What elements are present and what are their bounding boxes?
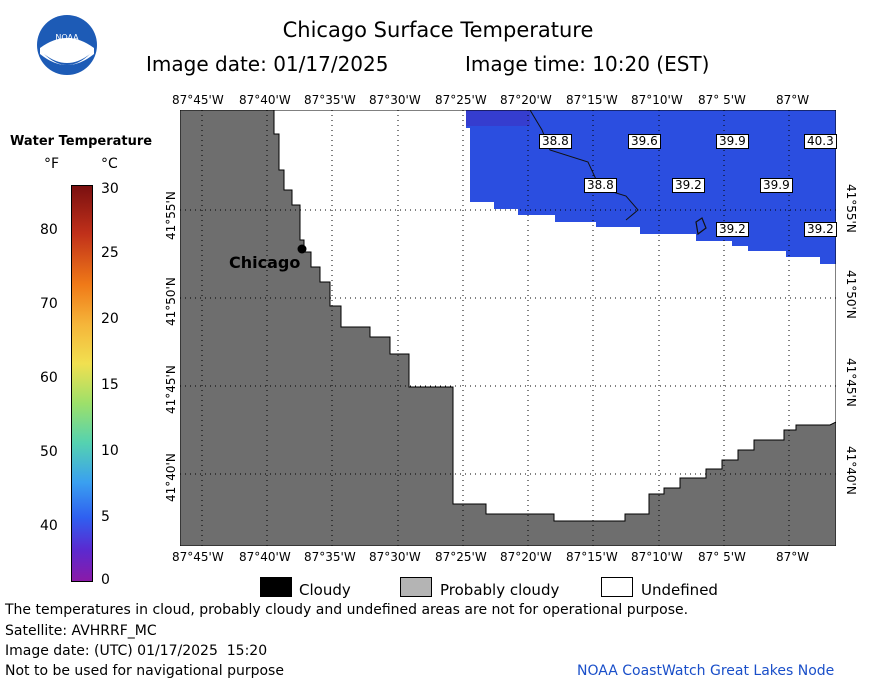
- f-tick-80: 80: [40, 222, 58, 238]
- temp-value: 39.2: [716, 222, 749, 237]
- lake-water-edge: [466, 110, 530, 126]
- city-label: Chicago: [229, 253, 301, 272]
- lon-label: 87°25'W: [435, 550, 487, 564]
- temp-value: 40.3: [804, 134, 837, 149]
- unit-fahrenheit: °F: [44, 156, 60, 172]
- probably-cloudy-swatch: [400, 577, 432, 597]
- color-scale-bar: [71, 185, 93, 582]
- lat-label: 41°40'N: [164, 453, 178, 502]
- probably-cloudy-label: Probably cloudy: [440, 581, 560, 599]
- temp-value: 39.9: [760, 178, 793, 193]
- image-date: Image date: 01/17/2025: [146, 52, 389, 76]
- lon-label: 87°15'W: [566, 93, 618, 107]
- undefined-swatch: [601, 577, 633, 597]
- satellite: Satellite: AVHRRF_MC: [5, 623, 157, 639]
- lon-label: 87°30'W: [369, 550, 421, 564]
- chicago-marker: [297, 244, 307, 254]
- unit-celsius: °C: [101, 156, 118, 172]
- cloudy-label: Cloudy: [299, 581, 351, 599]
- image-time: Image time: 10:20 (EST): [465, 52, 710, 76]
- lon-label: 87°W: [776, 550, 810, 564]
- temp-value: 39.2: [672, 178, 705, 193]
- lon-label: 87°30'W: [369, 93, 421, 107]
- lon-label: 87°20'W: [500, 550, 552, 564]
- lat-label: 41°55'N: [164, 191, 178, 240]
- map-title: Chicago Surface Temperature: [282, 18, 594, 42]
- lake-contour: [529, 110, 639, 221]
- f-tick-50: 50: [40, 444, 58, 460]
- temp-value: 38.8: [584, 178, 617, 193]
- lat-label: 41°40'N: [844, 446, 858, 495]
- c-tick-10: 10: [101, 443, 119, 459]
- lat-label: 41°55'N: [844, 184, 858, 233]
- noaa-logo: NOAA: [37, 15, 97, 75]
- land-illinois-indiana: [180, 110, 836, 546]
- c-tick-20: 20: [101, 311, 119, 327]
- lon-label: 87°15'W: [566, 550, 618, 564]
- lat-label: 41°50'N: [844, 270, 858, 319]
- lon-label: 87°45'W: [172, 93, 224, 107]
- lon-label: 87° 5'W: [698, 93, 746, 107]
- lat-label: 41°45'N: [844, 358, 858, 407]
- map-panel: [180, 110, 836, 546]
- logo-text: NOAA: [55, 33, 79, 42]
- lon-label: 87°10'W: [631, 550, 683, 564]
- temp-value: 38.8: [539, 134, 572, 149]
- scale-title: Water Temperature: [10, 134, 153, 149]
- lon-label: 87°35'W: [304, 550, 356, 564]
- f-tick-40: 40: [40, 518, 58, 534]
- lon-label: 87°45'W: [172, 550, 224, 564]
- small-island: [695, 217, 707, 236]
- lon-label: 87°40'W: [239, 550, 291, 564]
- lon-label: 87°10'W: [631, 93, 683, 107]
- lat-label: 41°50'N: [164, 277, 178, 326]
- utc-date: Image date: (UTC) 01/17/2025 15:20: [5, 643, 268, 659]
- f-tick-60: 60: [40, 370, 58, 386]
- c-tick-25: 25: [101, 245, 119, 261]
- lon-label: 87°20'W: [500, 93, 552, 107]
- temp-value: 39.6: [628, 134, 661, 149]
- f-tick-70: 70: [40, 296, 58, 312]
- temp-value: 39.9: [716, 134, 749, 149]
- lon-label: 87°W: [776, 93, 810, 107]
- navigation-note: Not to be used for navigational purpose: [5, 663, 284, 679]
- lon-label: 87° 5'W: [698, 550, 746, 564]
- lon-label: 87°40'W: [239, 93, 291, 107]
- lon-label: 87°25'W: [435, 93, 487, 107]
- disclaimer: The temperatures in cloud, probably clou…: [5, 602, 689, 618]
- c-tick-15: 15: [101, 377, 119, 393]
- credit: NOAA CoastWatch Great Lakes Node: [577, 663, 835, 679]
- c-tick-30: 30: [101, 181, 119, 197]
- c-tick-0: 0: [101, 572, 110, 588]
- lon-label: 87°35'W: [304, 93, 356, 107]
- lat-label: 41°45'N: [164, 365, 178, 414]
- c-tick-5: 5: [101, 509, 110, 525]
- temp-value: 39.2: [804, 222, 837, 237]
- undefined-label: Undefined: [641, 581, 718, 599]
- cloudy-swatch: [260, 577, 292, 597]
